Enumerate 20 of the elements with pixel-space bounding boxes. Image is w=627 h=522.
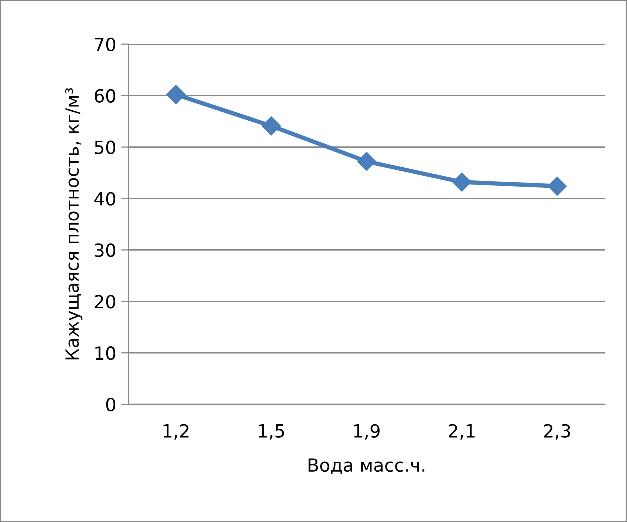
point (357, 152, 376, 172)
point (166, 85, 186, 104)
x-tick-label: 2,1 (449, 424, 475, 440)
y-axis-title: Кажущаяся плотность, кг/м³ (65, 88, 83, 360)
y-tick-label: 30 (95, 244, 116, 258)
y-tick-label: 60 (95, 89, 116, 103)
y-tick-label: 50 (95, 140, 116, 154)
y-tick-label: 70 (95, 38, 116, 52)
y-tick-label: 0 (106, 398, 116, 412)
y-tick-label: 10 (96, 346, 116, 360)
x-tick-label: 1,5 (259, 424, 284, 440)
x-tick-label: 2,3 (544, 424, 570, 440)
x-tick-label: 1,9 (354, 424, 380, 440)
point (548, 176, 567, 196)
y-tick-label: 40 (94, 192, 116, 206)
y-tick-label: 20 (95, 295, 116, 309)
x-axis-title: Вода масс.ч. (308, 458, 425, 474)
x-tick-label: 1,2 (164, 424, 189, 440)
point (452, 172, 472, 192)
point (262, 116, 282, 136)
